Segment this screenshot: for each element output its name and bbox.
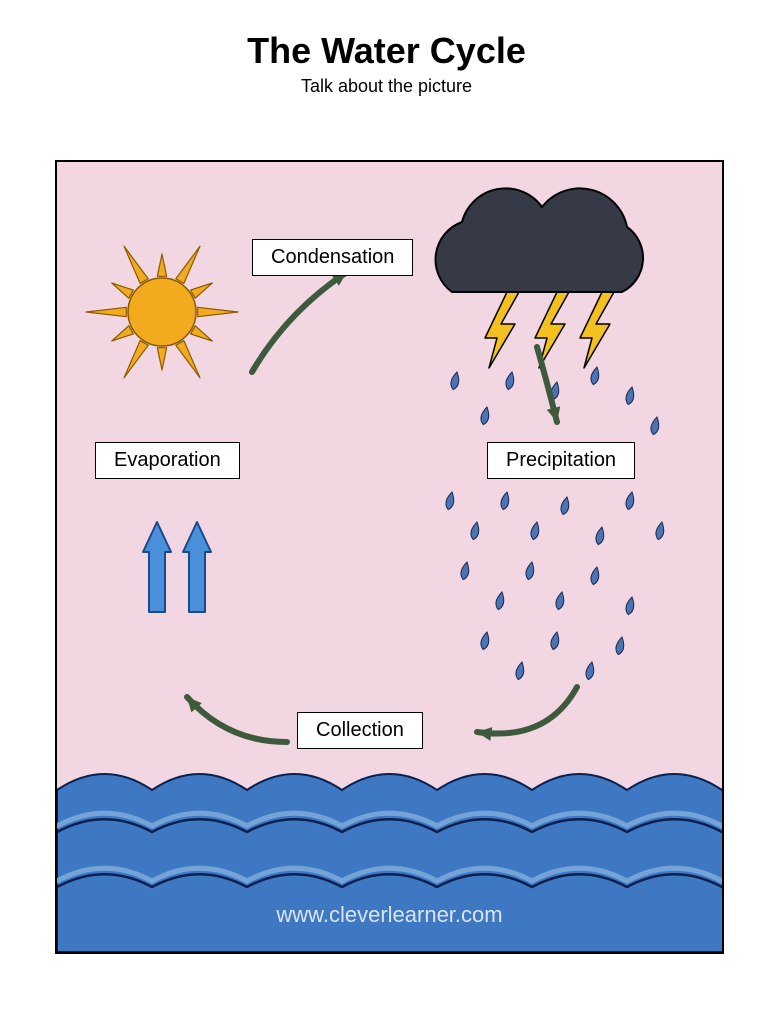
label-precipitation: Precipitation (487, 442, 635, 479)
sun-icon (86, 246, 238, 378)
evaporation-arrows-icon (143, 522, 211, 612)
diagram-frame: Condensation Precipitation Collection Ev… (55, 160, 724, 954)
label-collection: Collection (297, 712, 423, 749)
label-evaporation: Evaporation (95, 442, 240, 479)
page-subtitle: Talk about the picture (0, 76, 773, 97)
page-title: The Water Cycle (0, 30, 773, 72)
label-condensation: Condensation (252, 239, 413, 276)
diagram-svg (57, 162, 722, 952)
watermark-text: www.cleverlearner.com (276, 902, 502, 928)
cloud-icon (436, 188, 644, 368)
